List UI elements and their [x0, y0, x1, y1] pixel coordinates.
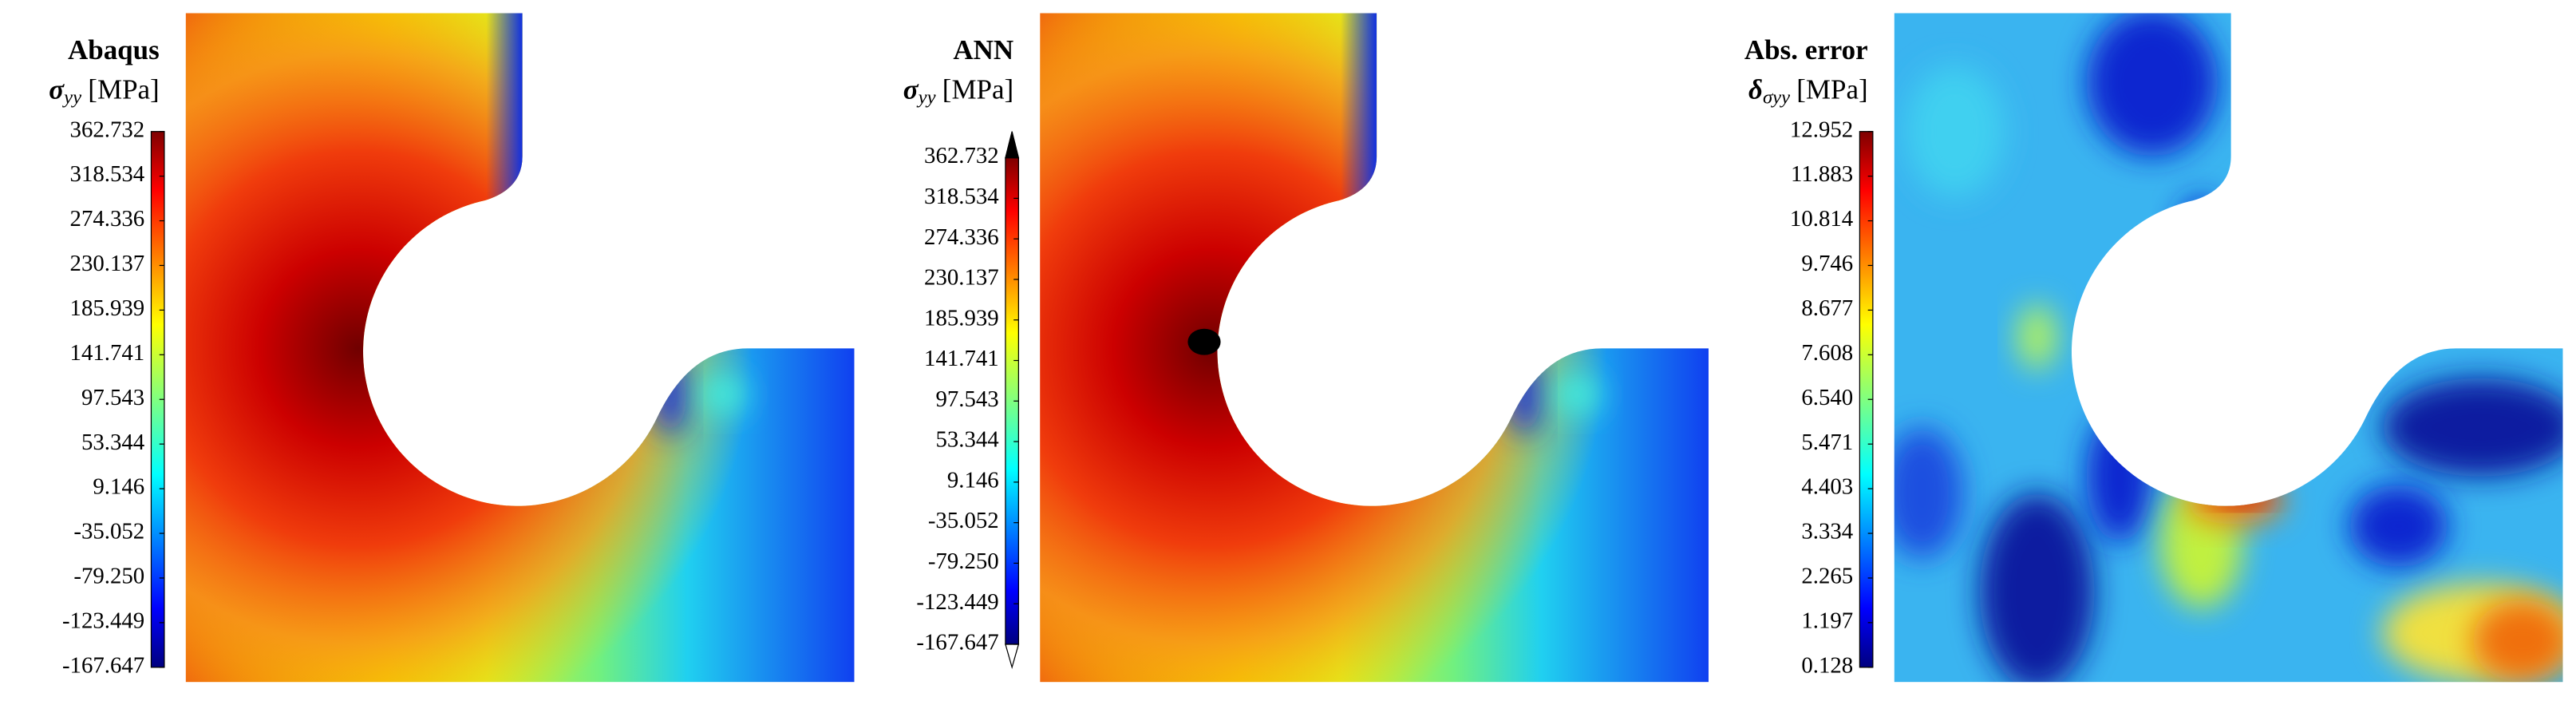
colorbar-tick-label: 5.471: [1801, 430, 1853, 455]
colorbar-label: δσyy [MPa]: [1748, 73, 1868, 108]
colorbar-tick-label: 141.741: [924, 346, 999, 371]
colorbar-tick-label: 318.534: [924, 184, 999, 209]
colorbar-tick-label: -123.449: [62, 608, 144, 633]
field-spot: [2472, 600, 2563, 683]
field: [185, 13, 855, 683]
colorbar-tick-label: 10.814: [1790, 206, 1853, 232]
colorbar-tick-label: -123.449: [916, 589, 998, 615]
colorbar-tick-label: 53.344: [81, 430, 144, 455]
colorbar-tick-label: 0.128: [1801, 652, 1853, 678]
panel-title: Abaqus: [68, 34, 160, 65]
field-strip: [486, 13, 523, 203]
colorbar-tick-label: 6.540: [1801, 385, 1853, 410]
colorbar-tick-label: -79.250: [928, 549, 999, 574]
field-spot: [2185, 478, 2284, 525]
colorbar-tick-label: 362.732: [70, 117, 145, 142]
colorbar-tick-label: -35.052: [928, 508, 999, 533]
colorbar-tick-label: 274.336: [70, 206, 145, 232]
colorbar-tick-label: 230.137: [70, 251, 145, 276]
panel-title: ANN: [953, 34, 1013, 65]
colorbar-tick-label: 230.137: [924, 265, 999, 291]
colorbar-tick-label: 2.265: [1801, 564, 1853, 589]
field-spot: [1906, 65, 2005, 198]
colorbar-unit: [MPa]: [88, 73, 159, 105]
colorbar-label: σyy [MPa]: [903, 73, 1013, 108]
field-spot: [2017, 303, 2057, 370]
field-spot: [2213, 483, 2273, 503]
colorbar-tick-label: 9.146: [93, 474, 144, 500]
colorbar-subscript: yy: [916, 86, 936, 108]
field: [1040, 13, 1709, 683]
colorbar-tick-label: 4.403: [1801, 474, 1853, 500]
colorbar-tick-label: 1.197: [1801, 608, 1853, 633]
colorbar-tick-label: 362.732: [924, 143, 999, 168]
panel: Abs. error δσyy [MPa] 12.952 11.883 10.814 9.7…: [1744, 13, 2563, 683]
colorbar-tick-label: 185.939: [70, 295, 145, 321]
colorbar-tick-label: 11.883: [1791, 161, 1853, 187]
colorbar-tick-label: 53.344: [935, 427, 998, 453]
field-spot: [1894, 427, 1964, 559]
overshoot-region: [1187, 328, 1221, 355]
colorbar-subscript: σyy: [1763, 86, 1790, 108]
colorbar-tick-label: 274.336: [924, 224, 999, 250]
colorbar-symbol: δ: [1748, 73, 1763, 105]
panel: ANN σyy [MPa] 362.732 318.534 274.336 230.137 1…: [903, 13, 1709, 683]
field-spot: [2382, 378, 2563, 477]
colorbar-tick-label: 9.746: [1801, 251, 1853, 276]
colorbar-extend-min: [1005, 644, 1020, 670]
colorbar-symbol: σ: [903, 73, 919, 105]
colorbar-tick-label: 97.543: [935, 386, 998, 412]
colorbar-unit: [MPa]: [1796, 73, 1867, 105]
field-strip: [1340, 13, 1377, 203]
colorbar-tick-label: 12.952: [1790, 117, 1853, 142]
colorbar-symbol: σ: [49, 73, 65, 105]
colorbar-tick-label: 185.939: [924, 305, 999, 331]
colorbar-tick-label: 8.677: [1801, 295, 1853, 321]
field-spot: [2160, 476, 2243, 608]
colorbar-tick-label: 7.608: [1801, 340, 1853, 366]
field-spot: [2086, 410, 2152, 543]
field-spot: [700, 374, 746, 414]
colorbar-tick-label: 3.334: [1801, 519, 1853, 545]
colorbar-tick-label: -35.052: [73, 519, 144, 545]
field-spot: [2349, 485, 2448, 568]
colorbar-tick-label: -167.647: [916, 630, 998, 655]
field-spot: [2086, 13, 2218, 156]
colorbar-tick-label: -167.647: [62, 652, 144, 678]
field-spot: [1554, 374, 1601, 414]
colorbar-extend-max: [1005, 131, 1020, 159]
colorbar-tick-label: 318.534: [70, 161, 145, 187]
panel-title: Abs. error: [1744, 34, 1868, 65]
colorbar-tick-label: 97.543: [81, 385, 144, 410]
field-spot: [2266, 386, 2333, 436]
field-spot: [654, 353, 687, 436]
colorbar-subscript: yy: [61, 86, 81, 108]
colorbar-unit: [MPa]: [942, 73, 1013, 105]
colorbar-tick-label: -79.250: [73, 564, 144, 589]
field-spot: [2176, 197, 2226, 296]
field-spot: [1507, 353, 1542, 436]
colorbar-tick-label: 9.146: [947, 467, 999, 493]
colorbar-tick-label: 141.741: [70, 340, 145, 366]
field-spot: [1979, 493, 2095, 683]
colorbar-label: σyy [MPa]: [49, 73, 159, 108]
field: [1894, 13, 2563, 683]
